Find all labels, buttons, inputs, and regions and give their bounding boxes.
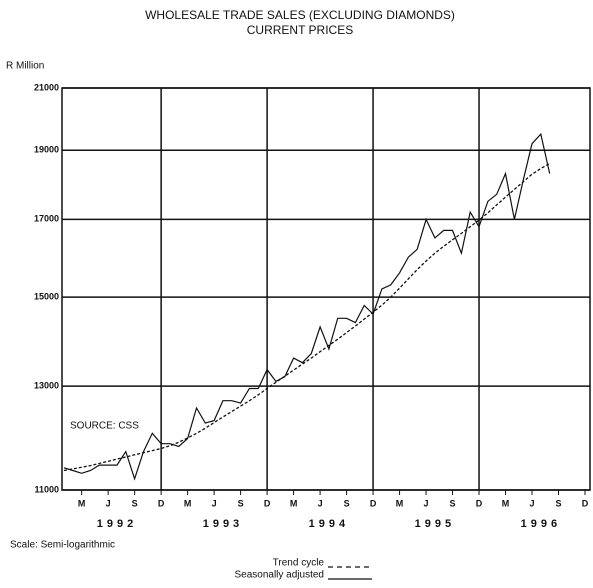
x-tick-label: J bbox=[530, 498, 535, 508]
x-tick-label: D bbox=[370, 498, 377, 508]
x-tick-label: J bbox=[106, 498, 111, 508]
year-label: 1994 bbox=[309, 518, 349, 530]
legend-label: Trend cycle bbox=[273, 558, 325, 569]
x-tick-label: M bbox=[396, 498, 404, 508]
y-tick-label: 11000 bbox=[34, 484, 59, 494]
source-note: SOURCE: CSS bbox=[70, 421, 139, 432]
x-tick-label: S bbox=[450, 498, 456, 508]
x-tick-label: S bbox=[238, 498, 244, 508]
year-label: 1996 bbox=[521, 518, 561, 530]
x-tick-label: D bbox=[582, 498, 589, 508]
x-tick-label: M bbox=[78, 498, 86, 508]
year-label: 1993 bbox=[203, 518, 243, 530]
y-tick-label: 19000 bbox=[34, 145, 59, 155]
y-tick-label: 13000 bbox=[34, 381, 59, 391]
x-tick-label: D bbox=[476, 498, 483, 508]
x-tick-label: S bbox=[344, 498, 350, 508]
x-tick-label: J bbox=[212, 498, 217, 508]
x-tick-label: M bbox=[290, 498, 298, 508]
plot-frame bbox=[61, 87, 591, 491]
y-tick-label: 17000 bbox=[34, 214, 59, 224]
x-tick-label: M bbox=[184, 498, 192, 508]
data-line bbox=[63, 162, 551, 472]
chart-title: WHOLESALE TRADE SALES (EXCLUDING DIAMOND… bbox=[145, 8, 455, 22]
y-tick-label: 15000 bbox=[34, 292, 59, 302]
year-label: 1995 bbox=[415, 518, 455, 530]
y-tick-label: 21000 bbox=[34, 82, 59, 92]
scale-note: Scale: Semi-logarithmic bbox=[10, 540, 115, 551]
x-tick-label: D bbox=[158, 498, 165, 508]
data-line bbox=[63, 132, 551, 481]
y-axis-label: R Million bbox=[6, 61, 44, 72]
x-tick-label: S bbox=[132, 498, 138, 508]
x-tick-label: D bbox=[264, 498, 271, 508]
year-label: 1992 bbox=[97, 518, 137, 530]
x-tick-label: M bbox=[502, 498, 510, 508]
chart-subtitle: CURRENT PRICES bbox=[247, 23, 353, 37]
x-tick-label: J bbox=[318, 498, 323, 508]
x-tick-label: S bbox=[556, 498, 562, 508]
legend-label: Seasonally adjusted bbox=[234, 570, 324, 581]
x-tick-label: J bbox=[424, 498, 429, 508]
